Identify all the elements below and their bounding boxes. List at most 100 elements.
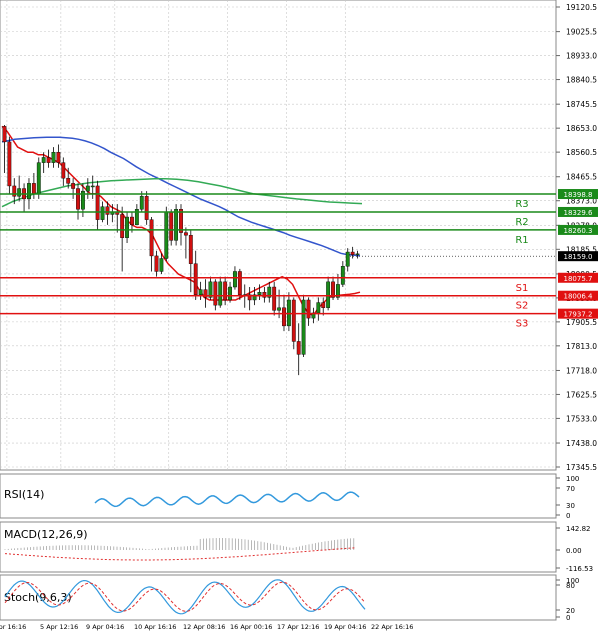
candle-body (159, 258, 164, 272)
candle-body (85, 185, 90, 192)
candle-body (223, 281, 228, 301)
candle-body (218, 281, 223, 306)
candle-body (2, 126, 7, 143)
price-tick-label: 18373.0 (566, 197, 597, 206)
candle (218, 276, 223, 308)
candle (198, 281, 203, 300)
macd-label: MACD(12,26,9) (4, 528, 88, 541)
price-tick-label: 17438.0 (566, 439, 597, 448)
level-name-r1: R1 (515, 235, 528, 246)
candle-body (144, 196, 149, 220)
sub-tick-label: 0 (566, 614, 570, 622)
macd-histogram (4, 538, 355, 550)
level-value-r3: 18398.8 (564, 191, 593, 199)
candle (321, 297, 326, 316)
candle (301, 294, 306, 357)
candle (228, 281, 232, 303)
time-tick-label: 16 Apr 00:16 (230, 623, 272, 631)
candle (144, 191, 149, 225)
candle-body (350, 251, 355, 255)
candle (120, 206, 125, 272)
candle (36, 157, 41, 199)
sub-tick-label: 100 (566, 577, 579, 585)
candle-body (164, 211, 169, 259)
candle (237, 268, 242, 300)
candle (95, 180, 100, 231)
sub-tick-label: 142.82 (566, 525, 591, 533)
stoch-panel-frame (0, 574, 557, 621)
candle (340, 261, 345, 288)
candle (355, 250, 360, 259)
candle (51, 147, 56, 168)
candle-body (100, 206, 105, 220)
sub-tick-label: 30 (566, 502, 575, 510)
level-tag-r1 (558, 224, 598, 235)
candle-body (154, 255, 159, 272)
current-price-tag: 18159.0 (350, 251, 598, 262)
candle-body (252, 294, 257, 301)
candle (105, 201, 110, 225)
time-axis: 4 Apr 16:16 5 Apr 12:16 9 Apr 04:16 10 Apr … (0, 623, 413, 631)
candle (85, 178, 90, 199)
level-tag-s3 (558, 308, 598, 319)
candle-body (90, 185, 95, 188)
candle-body (12, 185, 17, 197)
candle (188, 230, 193, 293)
candle-body (198, 289, 203, 295)
price-tick-label: 17905.5 (566, 318, 597, 327)
level-name-s3: S3 (516, 319, 529, 330)
time-tick-label: 5 Apr 12:16 (40, 623, 78, 631)
candle (41, 152, 46, 173)
rsi-panel-frame (0, 473, 557, 519)
candle (203, 279, 208, 308)
time-tick-label: 17 Apr 12:16 (277, 623, 319, 631)
candle (326, 276, 331, 311)
candle-body (316, 302, 321, 314)
candle-body (203, 289, 208, 298)
candle-body (282, 307, 286, 327)
candle-body (321, 302, 326, 308)
candle (262, 287, 267, 303)
candle-body (233, 271, 237, 288)
candle-body (95, 185, 100, 220)
candle (66, 167, 71, 189)
candle (223, 276, 228, 306)
candle-body (125, 216, 129, 238)
candle-body (36, 162, 41, 194)
candle-body (301, 299, 306, 355)
candlesticks (2, 125, 360, 376)
candle (2, 125, 7, 173)
price-tick-label: 18933.0 (566, 52, 597, 61)
candle-body (134, 209, 139, 226)
candle (213, 279, 218, 311)
candle (76, 183, 80, 220)
candle-body (247, 294, 252, 301)
rsi-axis: 100 70 30 0 (556, 475, 579, 520)
rsi-line (94, 491, 360, 508)
level-name-s2: S2 (516, 301, 529, 312)
candle-body (257, 292, 262, 295)
candle-body (277, 307, 281, 311)
candle (46, 149, 51, 168)
candle (164, 206, 169, 262)
price-tick-label: 19025.5 (566, 28, 597, 37)
candle-body (174, 209, 179, 241)
candle (350, 246, 355, 259)
ma-mid-line (1, 136, 361, 257)
candle-body (27, 183, 31, 200)
sub-tick-label: 80 (566, 582, 575, 590)
price-axis: 19120.5 19025.5 18933.0 18840.5 18745.5 18653… (556, 3, 597, 472)
candle-body (193, 263, 198, 295)
price-tick-label: 18840.5 (566, 76, 597, 85)
level-value-s1: 18075.7 (564, 275, 593, 283)
candle-body (228, 286, 232, 301)
candle-body (149, 219, 154, 257)
stoch-k-line (4, 579, 366, 615)
price-tick-label: 18465.5 (566, 173, 597, 182)
stoch-d-line (4, 581, 366, 612)
candle-body (179, 209, 183, 233)
candle-body (17, 188, 22, 197)
candle-body (81, 190, 85, 210)
sub-tick-label: 0.00 (566, 547, 582, 555)
sub-tick-label: 70 (566, 485, 575, 493)
